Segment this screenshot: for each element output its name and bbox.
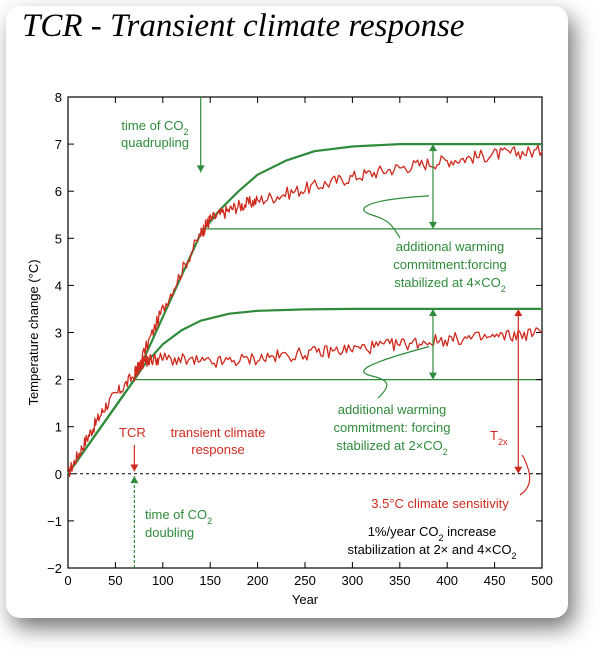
- y-tick-label: −1: [47, 514, 62, 529]
- tcr-desc-line1: transient climate: [171, 425, 266, 440]
- sensitivity-connector: [519, 454, 531, 496]
- commit2x-arrow-head-top: [428, 308, 437, 316]
- y-tick-label: 0: [55, 467, 62, 482]
- y-tick-label: 5: [55, 231, 62, 246]
- quadrupling-label-line1: time of CO2: [121, 118, 188, 137]
- commit2x-arrow-head-bottom: [428, 372, 437, 380]
- commit4x-label-line3: stabilized at 4×CO2: [394, 275, 506, 294]
- doubling-label-line2: doubling: [145, 525, 194, 540]
- x-tick-label: 400: [436, 573, 458, 588]
- x-tick-label: 300: [342, 573, 364, 588]
- scenario-label-line1: 1%/year CO2 increase: [368, 524, 497, 543]
- sensitivity-label: 3.5°C climate sensitivity: [371, 496, 509, 511]
- commit4x-label-line1: additional warming: [396, 239, 504, 254]
- series-line-model4x: [67, 144, 543, 478]
- x-tick-label: 200: [247, 573, 269, 588]
- x-tick-label: 100: [152, 573, 174, 588]
- x-tick-label: 450: [484, 573, 506, 588]
- series-line-model2x: [134, 327, 543, 377]
- x-tick-label: 250: [294, 573, 316, 588]
- tcr-label: TCR: [119, 425, 146, 440]
- commit2x-label-line2: commitment: forcing: [333, 420, 450, 435]
- quadrupling-arrowhead: [196, 165, 205, 173]
- scenario-label-line2: stabilization at 2× and 4×CO2: [347, 542, 516, 561]
- y-axis-label: Temperature change (°C): [26, 259, 41, 405]
- commit4x-label-line2: commitment:forcing: [393, 257, 506, 272]
- x-tick-label: 50: [108, 573, 122, 588]
- tcr-desc-line2: response: [191, 442, 244, 457]
- x-tick-label: 350: [389, 573, 411, 588]
- series-line-stab2x: [67, 307, 542, 475]
- t2x-arrow-head-top: [514, 308, 523, 316]
- commit2x-connector: [363, 346, 430, 399]
- commit2x-label-line3: stabilized at 2×CO2: [336, 438, 448, 457]
- y-tick-label: 1: [55, 420, 62, 435]
- commit4x-arrow-head-bottom: [428, 221, 437, 229]
- page-title: TCR - Transient climate response: [22, 8, 465, 44]
- figure-card: [6, 6, 568, 618]
- y-tick-label: 6: [55, 184, 62, 199]
- y-tick-label: 4: [55, 278, 62, 293]
- commit4x-connector: [363, 195, 430, 239]
- y-tick-label: 8: [55, 90, 62, 105]
- x-tick-label: 150: [199, 573, 221, 588]
- tcr-arrowhead: [130, 464, 139, 472]
- x-tick-label: 500: [531, 573, 553, 588]
- doubling-label-line1: time of CO2: [145, 507, 212, 526]
- y-tick-label: 3: [55, 326, 62, 341]
- t2x-label: T2x: [490, 428, 508, 447]
- quadrupling-label-line2: quadrupling: [121, 135, 189, 150]
- x-tick-label: 0: [64, 573, 71, 588]
- commit4x-arrow-head-top: [428, 144, 437, 152]
- x-axis-label: Year: [292, 592, 319, 607]
- commit2x-label-line1: additional warming: [338, 402, 446, 417]
- y-tick-label: −2: [47, 561, 62, 576]
- doubling-arrowhead: [130, 476, 139, 484]
- y-tick-label: 7: [55, 137, 62, 152]
- t2x-arrow-head-bottom: [514, 466, 523, 474]
- y-tick-label: 2: [55, 373, 62, 388]
